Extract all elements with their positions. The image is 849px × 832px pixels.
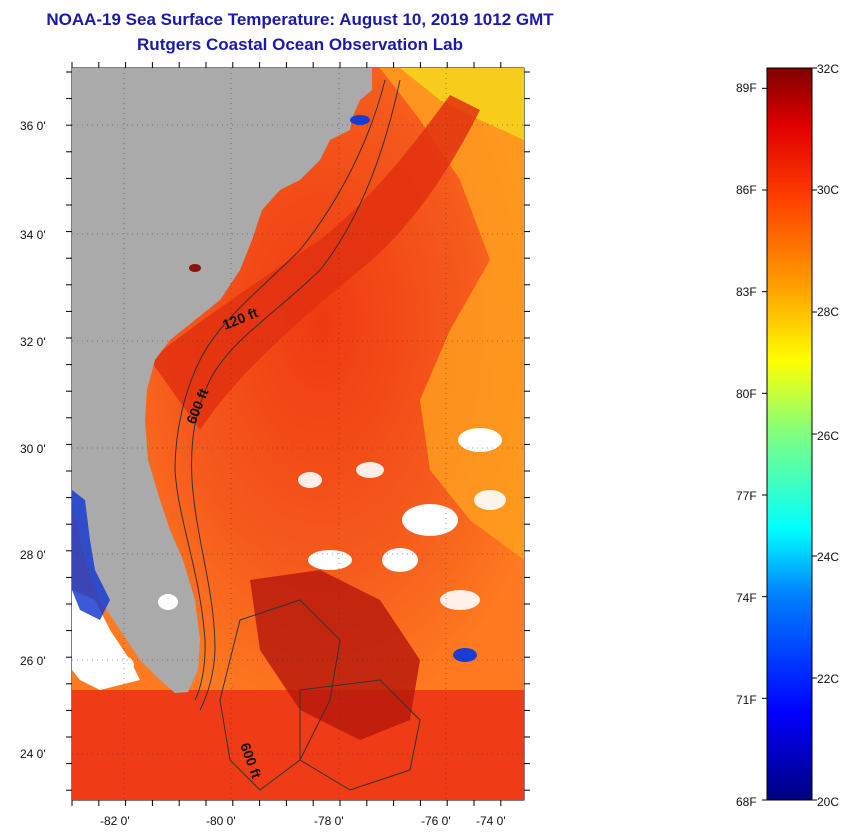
cloud-3 <box>382 548 418 572</box>
cloud-9 <box>158 594 178 610</box>
land-southeast-us <box>72 68 372 693</box>
lon-label-82: -82 0' <box>100 814 130 828</box>
colorbar-label-83f: 83F <box>736 285 757 299</box>
lat-label-28: 28 0' <box>20 548 46 562</box>
colorbar-ticks <box>762 67 817 801</box>
contour-120ft <box>174 79 386 701</box>
colorbar-label-28c: 28C <box>817 305 840 319</box>
colorbar-label-30c: 30C <box>817 183 840 197</box>
colorbar <box>766 67 813 801</box>
colorbar-label-22c: 22C <box>817 672 840 686</box>
map-grid <box>72 68 524 800</box>
map-subtitle: Rutgers Coastal Ocean Observation Lab <box>137 35 463 54</box>
colorbar-label-32c: 32C <box>817 62 840 76</box>
colorbar-label-20c: 20C <box>817 795 840 809</box>
map-ticks <box>66 62 530 806</box>
cold-patch-gulf <box>72 490 110 620</box>
lat-label-26: 26 0' <box>20 654 46 668</box>
contour-bahamas-2 <box>299 679 421 791</box>
lon-label-74: -74 0' <box>476 814 506 828</box>
contour-600ft <box>191 79 401 711</box>
map-title: NOAA-19 Sea Surface Temperature: August … <box>46 10 554 29</box>
colorbar-label-74f: 74F <box>736 591 757 605</box>
colorbar-label-89f: 89F <box>736 81 757 95</box>
gulf-stream <box>150 95 480 430</box>
lat-label-36: 36 0' <box>20 119 46 133</box>
lon-label-80: -80 0' <box>206 814 236 828</box>
cloud-1 <box>402 504 458 536</box>
lat-label-24: 24 0' <box>20 747 46 761</box>
colorbar-label-80f: 80F <box>736 387 757 401</box>
colorbar-label-26c: 26C <box>817 429 840 443</box>
cloud-6 <box>356 462 384 478</box>
lat-label-32: 32 0' <box>20 335 46 349</box>
cold-spot-3 <box>189 264 201 272</box>
cloud-5 <box>440 590 480 610</box>
colorbar-label-24c: 24C <box>817 550 840 564</box>
lat-label-30: 30 0' <box>20 442 46 456</box>
cloud-10 <box>106 655 134 675</box>
cold-spot-2 <box>350 115 370 125</box>
lon-label-78: -78 0' <box>314 814 344 828</box>
colorbar-label-68f: 68F <box>736 795 757 809</box>
south-water <box>72 690 524 800</box>
cloud-2 <box>458 428 502 452</box>
cloud-8 <box>474 490 506 510</box>
cloud-4 <box>308 550 352 570</box>
lat-label-34: 34 0' <box>20 228 46 242</box>
lon-label-76: -76 0' <box>421 814 451 828</box>
colorbar-label-86f: 86F <box>736 183 757 197</box>
cloud-7 <box>298 472 322 488</box>
colorbar-label-71f: 71F <box>736 693 757 707</box>
colorbar-label-77f: 77F <box>736 489 757 503</box>
bahamas-dark <box>250 570 420 740</box>
cold-spot-1 <box>453 648 477 662</box>
